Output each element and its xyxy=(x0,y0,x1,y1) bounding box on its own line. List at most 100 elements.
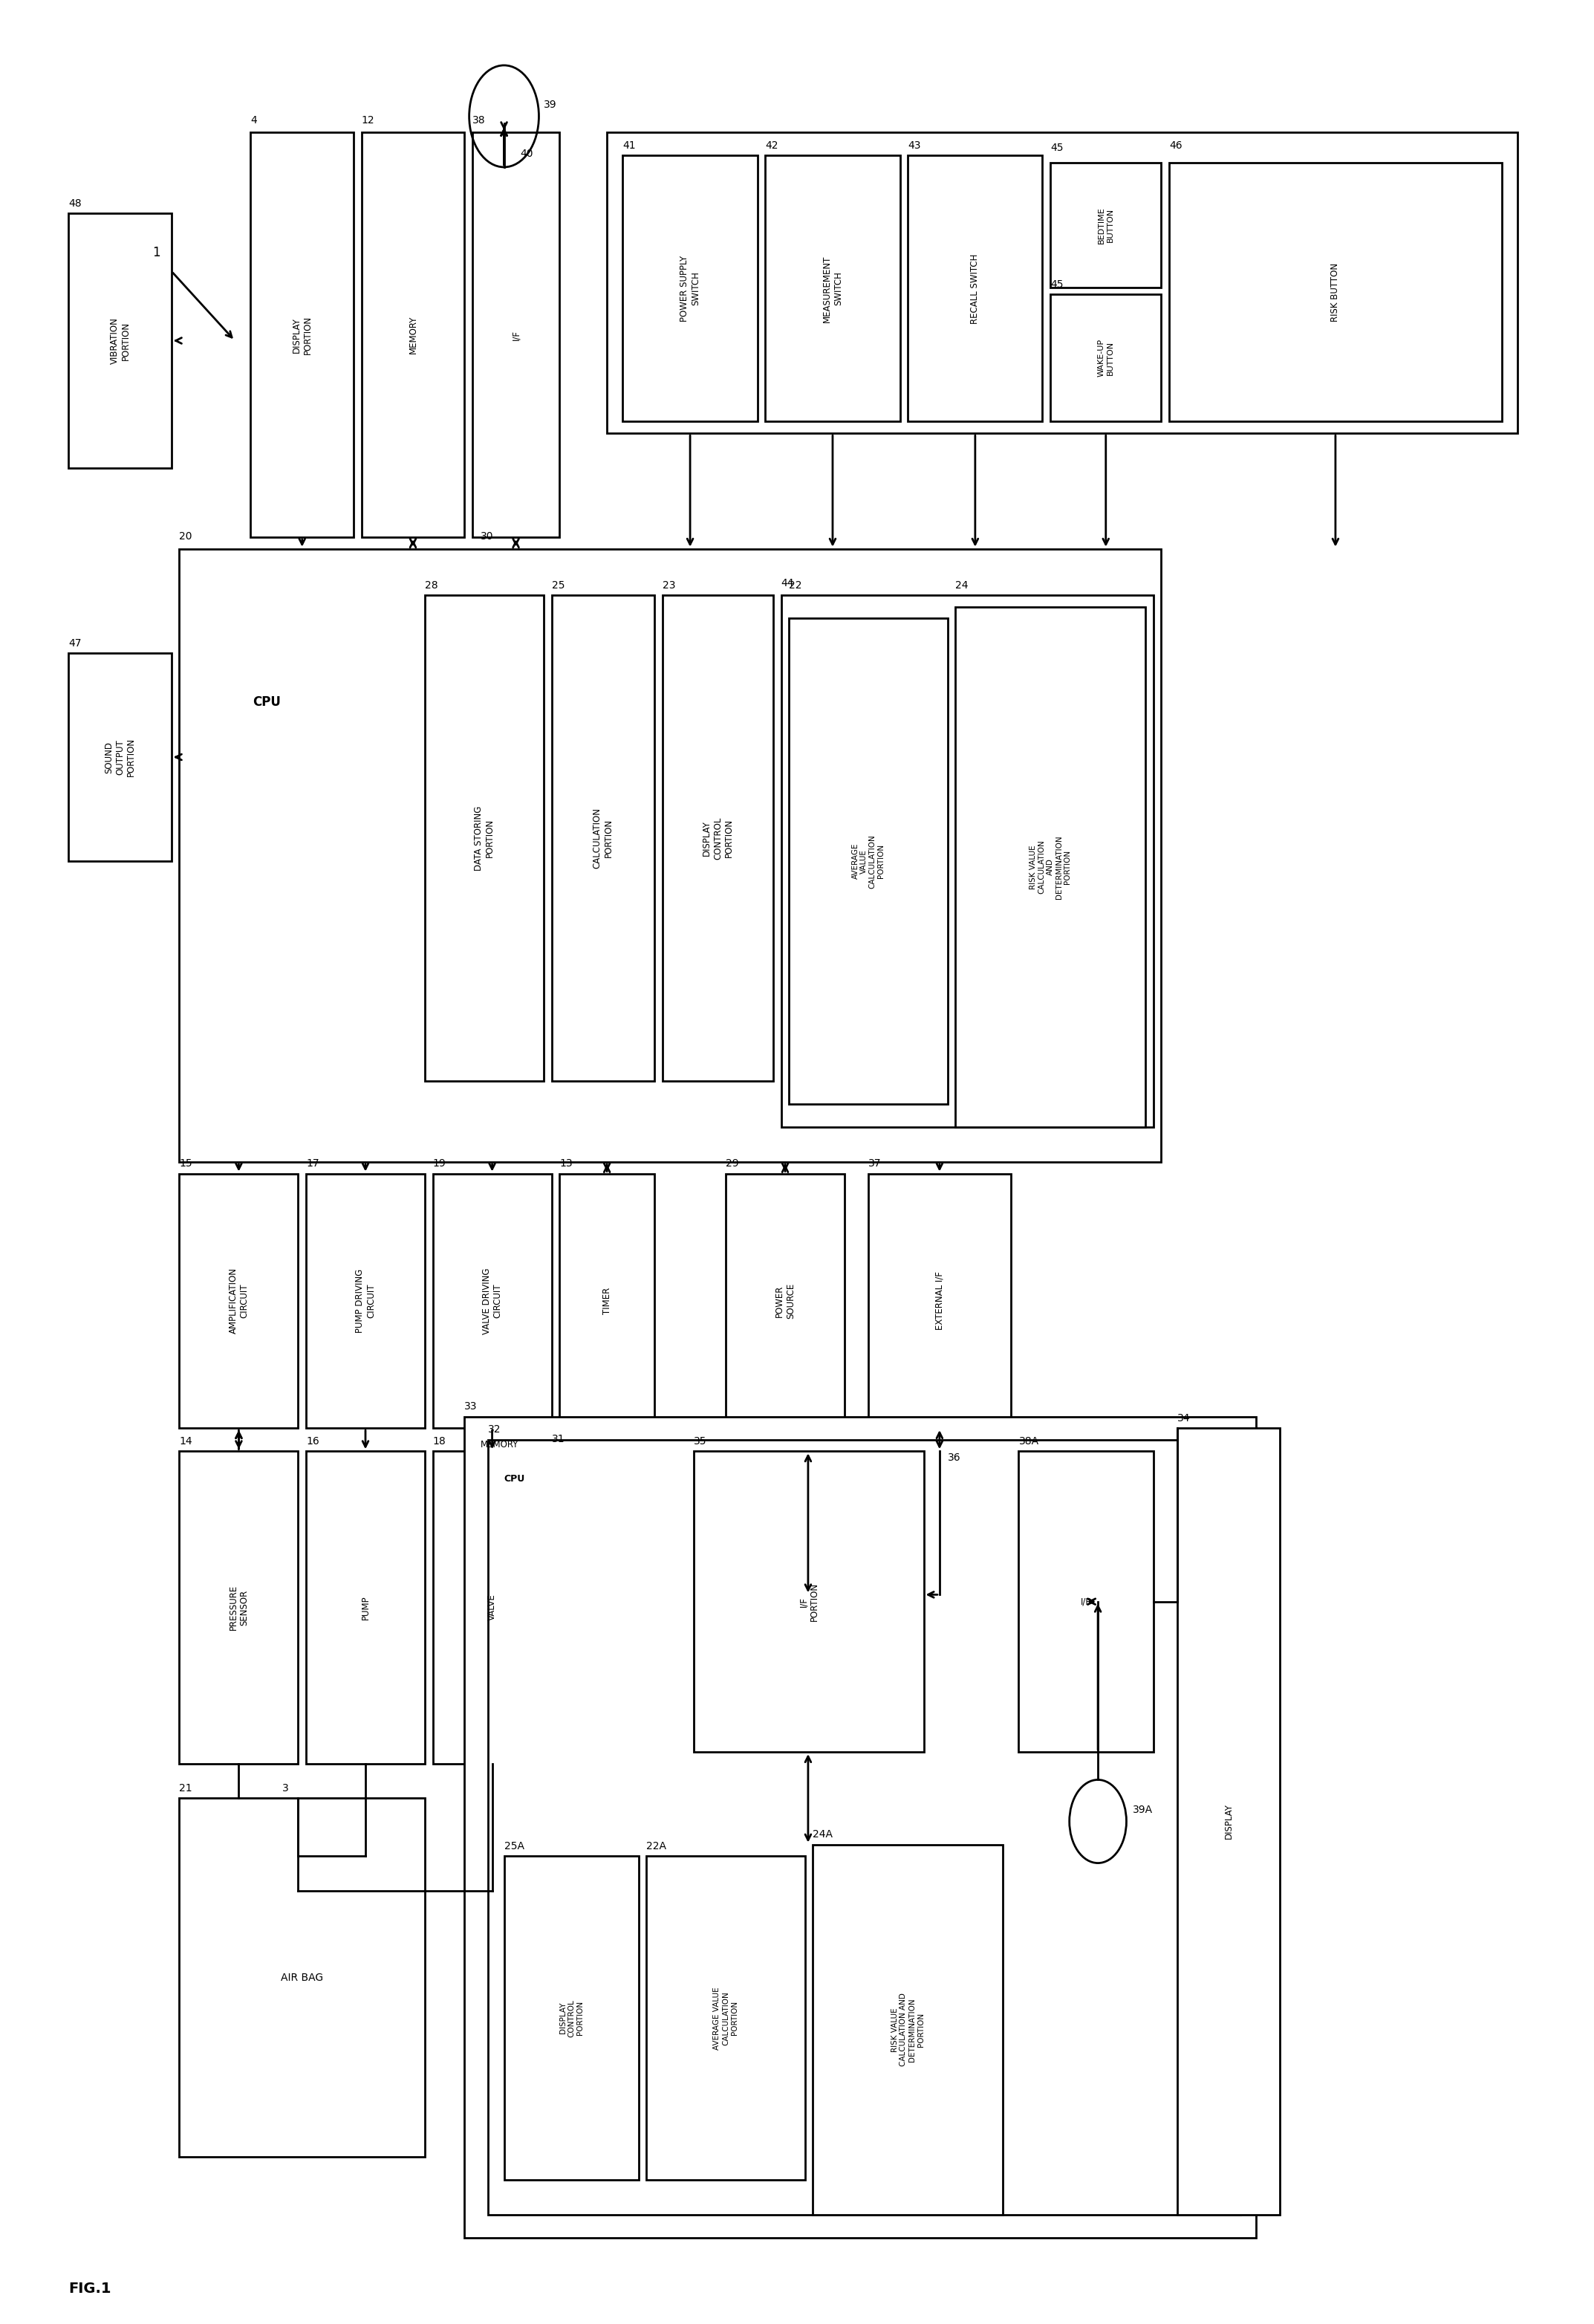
Text: 19: 19 xyxy=(432,1160,446,1169)
Bar xyxy=(69,214,172,467)
Text: 21: 21 xyxy=(180,1783,193,1794)
Text: 41: 41 xyxy=(623,139,636,151)
Bar xyxy=(647,1857,805,2180)
Text: 20: 20 xyxy=(180,532,193,541)
Bar xyxy=(1019,1450,1154,1752)
Bar xyxy=(180,1450,298,1764)
Bar xyxy=(306,1174,426,1427)
Text: POWER
SOURCE: POWER SOURCE xyxy=(775,1283,795,1318)
Text: I/F: I/F xyxy=(512,330,521,339)
Text: TIMER: TIMER xyxy=(603,1287,612,1315)
Text: RISK BUTTON: RISK BUTTON xyxy=(1331,263,1341,321)
Text: VALVE: VALVE xyxy=(488,1594,497,1620)
Text: 46: 46 xyxy=(1168,139,1183,151)
Text: AMPLIFICATION
CIRCUIT: AMPLIFICATION CIRCUIT xyxy=(228,1269,249,1334)
Bar xyxy=(180,1799,426,2157)
Bar xyxy=(789,618,947,1104)
Bar xyxy=(432,1450,552,1764)
Text: VALVE DRIVING
CIRCUIT: VALVE DRIVING CIRCUIT xyxy=(481,1267,502,1334)
Bar xyxy=(765,156,901,421)
Text: CPU: CPU xyxy=(252,695,281,709)
Text: WAKE-UP
BUTTON: WAKE-UP BUTTON xyxy=(1098,339,1114,376)
Text: PRESSURE
SENSOR: PRESSURE SENSOR xyxy=(228,1585,249,1629)
Text: POWER SUPPLY
SWITCH: POWER SUPPLY SWITCH xyxy=(679,256,700,321)
Text: 38: 38 xyxy=(472,116,486,125)
Text: FIG.1: FIG.1 xyxy=(69,2282,112,2296)
Text: 39A: 39A xyxy=(1133,1806,1152,1815)
Text: 4: 4 xyxy=(250,116,257,125)
Text: MEASUREMENT
SWITCH: MEASUREMENT SWITCH xyxy=(823,256,843,323)
Text: I/F
PORTION: I/F PORTION xyxy=(799,1583,819,1620)
Bar xyxy=(725,1174,845,1427)
Text: 45: 45 xyxy=(1050,279,1063,290)
Text: DISPLAY
CONTROL
PORTION: DISPLAY CONTROL PORTION xyxy=(701,816,733,860)
Text: 44: 44 xyxy=(781,579,794,588)
Text: RECALL SWITCH: RECALL SWITCH xyxy=(971,253,980,323)
Text: 3: 3 xyxy=(282,1783,289,1794)
Bar xyxy=(663,595,773,1081)
Text: 30: 30 xyxy=(480,532,493,541)
Bar xyxy=(1168,163,1502,421)
Text: 34: 34 xyxy=(1176,1413,1191,1422)
Text: 39: 39 xyxy=(544,100,556,109)
Text: 32: 32 xyxy=(488,1425,501,1434)
Text: CPU: CPU xyxy=(504,1473,524,1485)
Text: MEMORY: MEMORY xyxy=(408,316,418,353)
Bar xyxy=(69,653,172,862)
Text: 48: 48 xyxy=(69,198,81,209)
Bar xyxy=(559,1174,655,1427)
Text: 47: 47 xyxy=(69,639,81,648)
Bar xyxy=(623,156,757,421)
Bar xyxy=(306,1450,426,1764)
Bar xyxy=(504,1857,639,2180)
Text: DISPLAY: DISPLAY xyxy=(1224,1803,1234,1838)
Text: 22: 22 xyxy=(789,581,802,590)
Text: 36: 36 xyxy=(947,1452,961,1462)
Text: 28: 28 xyxy=(426,581,438,590)
Text: 22A: 22A xyxy=(647,1841,666,1852)
Text: PUMP DRIVING
CIRCUIT: PUMP DRIVING CIRCUIT xyxy=(355,1269,376,1334)
Text: 18: 18 xyxy=(432,1436,446,1446)
Text: 42: 42 xyxy=(765,139,778,151)
Text: AVERAGE
VALUE
CALCULATION
PORTION: AVERAGE VALUE CALCULATION PORTION xyxy=(851,834,885,888)
Bar xyxy=(1176,1427,1280,2215)
Bar xyxy=(180,1174,298,1427)
Text: PUMP: PUMP xyxy=(360,1594,370,1620)
Text: 17: 17 xyxy=(306,1160,319,1169)
Text: 14: 14 xyxy=(180,1436,193,1446)
Text: CALCULATION
PORTION: CALCULATION PORTION xyxy=(593,809,614,869)
Bar xyxy=(472,132,559,537)
Text: 15: 15 xyxy=(180,1160,193,1169)
Bar xyxy=(488,1439,1240,2215)
Text: 12: 12 xyxy=(362,116,375,125)
Bar xyxy=(1050,163,1162,288)
Text: 24A: 24A xyxy=(813,1829,834,1841)
Bar xyxy=(362,132,464,537)
Text: DATA STORING
PORTION: DATA STORING PORTION xyxy=(473,806,494,872)
Text: 31: 31 xyxy=(552,1434,564,1443)
Bar xyxy=(250,132,354,537)
Text: MEMORY: MEMORY xyxy=(480,1439,518,1450)
Text: EXTERNAL I/F: EXTERNAL I/F xyxy=(934,1271,944,1329)
Bar xyxy=(464,1418,1256,2238)
Text: 16: 16 xyxy=(306,1436,319,1446)
Bar xyxy=(869,1174,1011,1427)
Bar xyxy=(552,595,655,1081)
Text: 25: 25 xyxy=(552,581,564,590)
Text: RISK VALUE
CALCULATION
AND
DETERMINATION
PORTION: RISK VALUE CALCULATION AND DETERMINATION… xyxy=(1030,834,1071,899)
Bar xyxy=(432,1174,552,1427)
Text: 24: 24 xyxy=(955,581,969,590)
Bar xyxy=(426,595,544,1081)
Bar xyxy=(1050,295,1162,421)
Text: 35: 35 xyxy=(693,1436,708,1446)
Text: 38A: 38A xyxy=(1019,1436,1039,1446)
Text: I/F: I/F xyxy=(1081,1597,1092,1606)
Text: DISPLAY
CONTROL
PORTION: DISPLAY CONTROL PORTION xyxy=(559,1999,583,2036)
Text: 45: 45 xyxy=(1050,142,1063,153)
Bar xyxy=(693,1450,923,1752)
Text: 43: 43 xyxy=(909,139,921,151)
Text: VIBRATION
PORTION: VIBRATION PORTION xyxy=(110,318,131,365)
Text: 29: 29 xyxy=(725,1160,740,1169)
Text: AVERAGE VALUE
CALCULATION
PORTION: AVERAGE VALUE CALCULATION PORTION xyxy=(714,1987,738,2050)
Bar xyxy=(955,607,1146,1127)
